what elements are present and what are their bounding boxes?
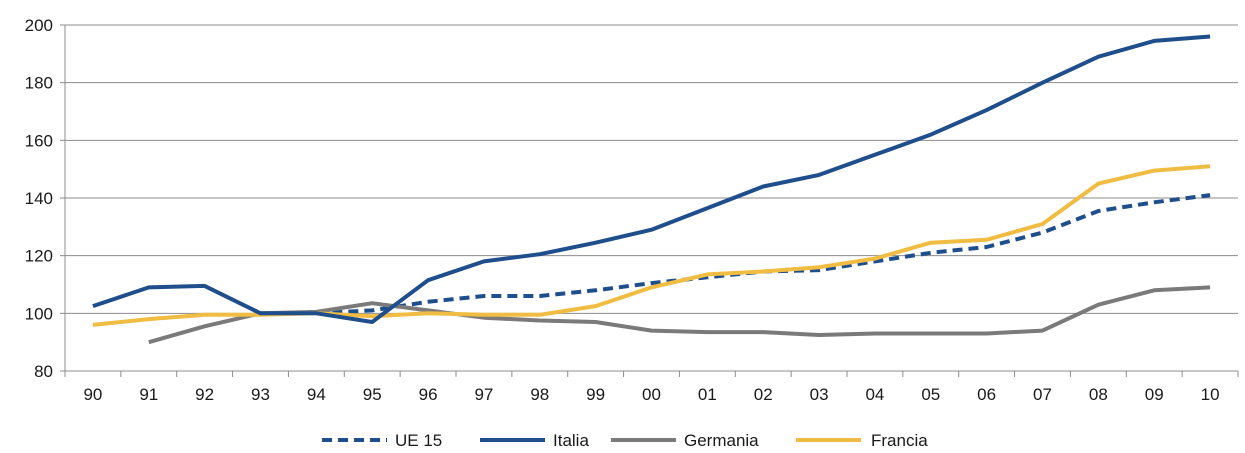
y-tick-label-100: 100: [25, 304, 53, 323]
legend: UE 15 Italia Germania Francia: [322, 431, 928, 450]
x-tick-label-92: 92: [195, 385, 214, 404]
x-tick-label-09: 09: [1145, 385, 1164, 404]
y-tick-label-120: 120: [25, 247, 53, 266]
x-tick-label-10: 10: [1201, 385, 1220, 404]
x-tick-label-94: 94: [307, 385, 326, 404]
x-tick-label-96: 96: [419, 385, 438, 404]
legend-label-francia: Francia: [871, 431, 928, 450]
x-tick-label-03: 03: [810, 385, 829, 404]
x-tick-label-08: 08: [1089, 385, 1108, 404]
x-tick-label-01: 01: [698, 385, 717, 404]
y-tick-label-160: 160: [25, 131, 53, 150]
series-line-italia: [92, 34, 1211, 324]
x-tick-label-07: 07: [1033, 385, 1052, 404]
x-tick-label-95: 95: [363, 385, 382, 404]
gridlines: [65, 24, 1238, 314]
y-tick-label-200: 200: [25, 16, 53, 35]
x-tick-label-02: 02: [754, 385, 773, 404]
x-tick-label-04: 04: [865, 385, 884, 404]
x-tick-label-99: 99: [586, 385, 605, 404]
legend-label-italia: Italia: [553, 431, 589, 450]
y-tick-label-140: 140: [25, 189, 53, 208]
x-tick-label-97: 97: [474, 385, 493, 404]
x-tick-label-91: 91: [139, 385, 158, 404]
x-tick-label-06: 06: [977, 385, 996, 404]
legend-label-ue-15: UE 15: [395, 431, 442, 450]
x-axis: 90 91 92 93 94 95 96 97 98 99 00 01 02 03 04 05 06 07 08 09…: [64, 370, 1239, 404]
y-tick-label-80: 80: [34, 362, 53, 381]
series-line-ue-15: [316, 193, 1211, 316]
series-line-germania: [148, 285, 1211, 345]
x-tick-label-98: 98: [530, 385, 549, 404]
series-lines: [92, 34, 1211, 345]
x-tick-label-00: 00: [642, 385, 661, 404]
series-line-francia: [92, 164, 1211, 327]
x-tick-label-05: 05: [921, 385, 940, 404]
y-tick-label-180: 180: [25, 74, 53, 93]
x-tick-label-93: 93: [251, 385, 270, 404]
x-tick-label-90: 90: [83, 385, 102, 404]
y-axis: 80 100 120 140 160 180 200: [25, 16, 66, 381]
legend-label-germania: Germania: [684, 431, 759, 450]
